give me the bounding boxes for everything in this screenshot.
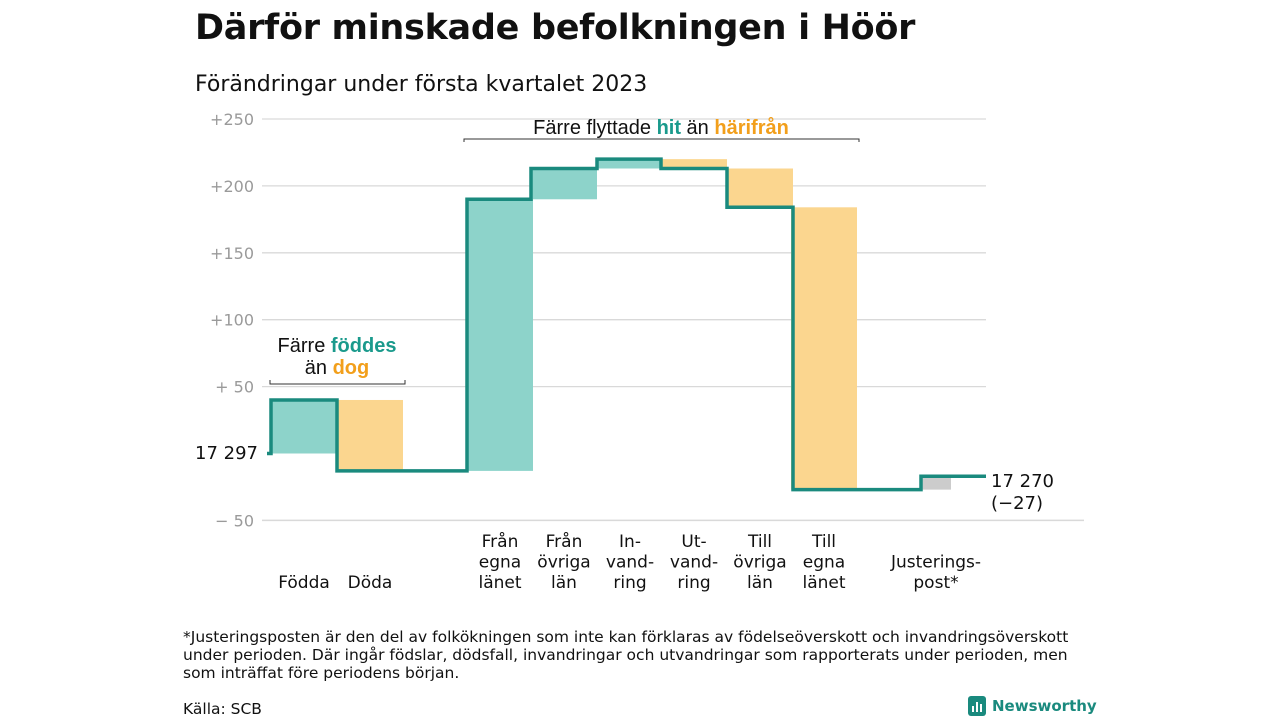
x-axis-label: län bbox=[747, 573, 773, 593]
moves-annotation-pre: Färre flyttade bbox=[533, 117, 656, 139]
x-axis-label: Till bbox=[747, 532, 772, 552]
x-axis-label: egna bbox=[803, 553, 845, 573]
newsworthy-logo-icon bbox=[968, 696, 986, 716]
bar-2 bbox=[337, 399, 403, 471]
x-axis-label: övriga bbox=[537, 553, 590, 573]
births-annotation-hl2: dog bbox=[333, 357, 370, 379]
bar-1 bbox=[271, 399, 337, 454]
bar-9 bbox=[921, 476, 951, 490]
x-axis-label: egna bbox=[479, 553, 521, 573]
chart-title: Därför minskade befolkningen i Höör bbox=[195, 8, 916, 48]
source-note: Källa: SCB bbox=[183, 700, 262, 718]
y-tick-label: − 50 bbox=[215, 511, 254, 530]
moves-annotation: Färre flyttade hit än härifrån bbox=[463, 116, 860, 142]
bar-5 bbox=[597, 159, 663, 169]
x-axis-label: övriga bbox=[733, 553, 786, 573]
x-axis-label: länet bbox=[478, 573, 521, 593]
bars bbox=[271, 159, 951, 490]
y-tick-label: +150 bbox=[210, 244, 254, 263]
moves-bracket bbox=[463, 138, 860, 142]
newsworthy-logo-text: Newsworthy bbox=[992, 697, 1097, 715]
x-axis-label: In- bbox=[619, 532, 641, 552]
bar-3 bbox=[467, 199, 533, 471]
x-axis-label: vand- bbox=[606, 553, 654, 573]
svg-text:Färre föddes: Färre föddes bbox=[278, 335, 397, 357]
births-annotation: Färre föddes än dog bbox=[269, 335, 406, 385]
x-axis-label: Ut- bbox=[681, 532, 706, 552]
x-axis-label: ring bbox=[677, 573, 710, 593]
x-axis-label: post* bbox=[913, 573, 958, 593]
bar-6 bbox=[661, 159, 727, 169]
x-axis-label: Döda bbox=[348, 573, 393, 593]
x-axis-label: ring bbox=[613, 573, 646, 593]
chart-subtitle: Förändringar under första kvartalet 2023 bbox=[195, 72, 648, 97]
waterfall-chart: +250+200+150+100+ 50− 50 Födda DödaFråneg… bbox=[195, 110, 1084, 593]
x-axis-label: Justerings- bbox=[890, 553, 981, 573]
x-axis-label: länet bbox=[802, 573, 845, 593]
svg-text:Färre flyttade hit än härifrån: Färre flyttade hit än härifrån bbox=[533, 116, 789, 139]
y-axis-labels: +250 +200 +150 +100 + 50 − 50 bbox=[210, 110, 254, 530]
start-value-label: 17 297 bbox=[195, 443, 258, 464]
x-axis-labels: Födda DödaFrånegnalänetFrånövrigalänIn-va… bbox=[278, 531, 981, 593]
cumulative-step-line bbox=[267, 157, 986, 492]
x-axis-label: Till bbox=[811, 532, 836, 552]
births-bracket bbox=[269, 380, 406, 385]
moves-annotation-mid: än bbox=[681, 117, 714, 139]
footnote: *Justeringsposten är den del av folkökni… bbox=[183, 628, 1069, 682]
svg-text:än dog: än dog bbox=[305, 357, 369, 379]
births-annotation-hl1: föddes bbox=[331, 335, 397, 357]
end-value-label: 17 270 bbox=[991, 471, 1054, 492]
newsworthy-logo: Newsworthy bbox=[968, 696, 1097, 716]
gridlines bbox=[262, 118, 1084, 522]
moves-annotation-hl1: hit bbox=[657, 117, 682, 139]
x-axis-label: Från bbox=[546, 531, 583, 552]
x-axis-label: Från bbox=[482, 531, 519, 552]
y-tick-label: +200 bbox=[210, 177, 254, 196]
y-tick-label: +250 bbox=[210, 110, 254, 129]
bar-4 bbox=[531, 168, 597, 200]
bar-7 bbox=[727, 168, 793, 208]
births-annotation-pre: Färre bbox=[278, 335, 331, 357]
end-change-label: (−27) bbox=[991, 493, 1043, 514]
moves-annotation-hl2: härifrån bbox=[714, 116, 788, 139]
x-axis-label: vand- bbox=[670, 553, 718, 573]
x-axis-label: län bbox=[551, 573, 577, 593]
bar-8 bbox=[791, 207, 857, 490]
births-annotation-mid: än bbox=[305, 357, 333, 379]
y-tick-label: + 50 bbox=[215, 378, 254, 397]
y-tick-label: +100 bbox=[210, 311, 254, 330]
x-axis-label: Födda bbox=[278, 573, 330, 593]
